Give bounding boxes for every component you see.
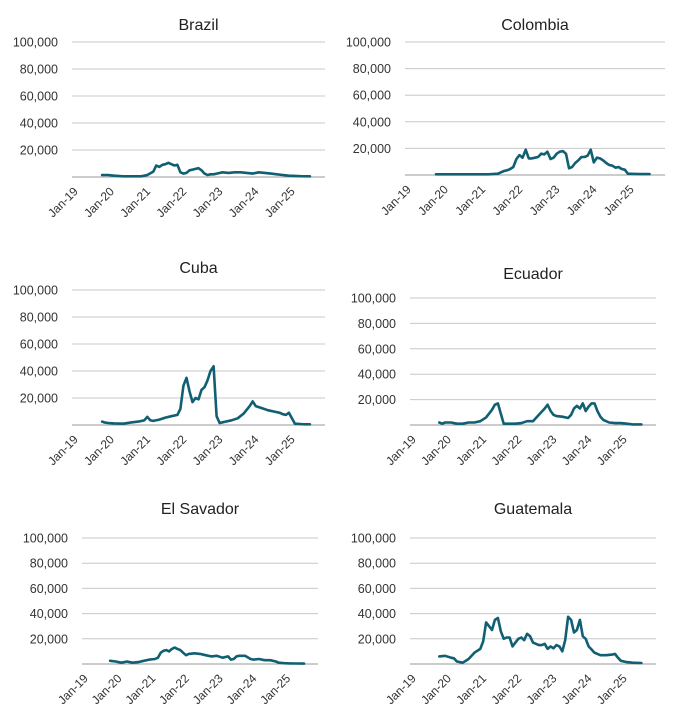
series-line-el-savador	[108, 646, 306, 665]
y-tick-label: 100,000	[13, 284, 58, 298]
x-tick-label: Jan-22	[488, 432, 524, 468]
chart-svg-brazil: Brazil 20,000 40,000 60,000 80,000 100,000 Jan…	[13, 17, 325, 220]
chart-panel-colombia: Colombia 20,000 40,000 60,000 80,000 100,000 J…	[338, 0, 676, 232]
x-tick-label: Jan-25	[262, 432, 298, 468]
chart-svg-el-savador: El Savador 20,000 40,000 60,000 80,000 100,00…	[23, 501, 318, 707]
x-tick-label: Jan-19	[45, 184, 81, 220]
y-tick-label: 60,000	[358, 582, 396, 596]
y-tick-label: 100,000	[13, 36, 58, 50]
chart-panel-el-savador: El Savador 20,000 40,000 60,000 80,000 100,00…	[0, 488, 338, 718]
x-tick-label: Jan-25	[257, 671, 293, 707]
y-tick-label: 100,000	[23, 532, 68, 546]
x-tick-label: Jan-25	[594, 432, 630, 468]
y-tick-label: 100,000	[346, 36, 391, 50]
series-line-brazil	[100, 161, 312, 178]
y-tick-label: 40,000	[353, 115, 391, 129]
x-tick-label: Jan-20	[81, 184, 117, 220]
x-tick-label: Jan-19	[383, 432, 419, 468]
x-tick-label: Jan-25	[262, 184, 298, 220]
y-tick-label: 100,000	[351, 292, 396, 306]
x-tick-label: Jan-21	[453, 432, 489, 468]
x-tick-label: Jan-19	[378, 182, 414, 218]
chart-svg-cuba: Cuba 20,000 40,000 60,000 80,000 100,000 Jan-1…	[13, 260, 325, 468]
chart-title: El Savador	[161, 501, 240, 518]
x-tick-label: Jan-19	[383, 671, 419, 707]
y-tick-label: 60,000	[353, 89, 391, 103]
x-tick-label: Jan-23	[190, 671, 226, 707]
x-tick-label: Jan-24	[226, 184, 262, 220]
x-tick-label: Jan-21	[117, 184, 153, 220]
x-tick-label: Jan-23	[524, 671, 560, 707]
chart-title: Ecuador	[503, 266, 563, 283]
y-tick-label: 20,000	[20, 144, 58, 158]
x-tick-label: Jan-19	[55, 671, 91, 707]
x-tick-label: Jan-23	[527, 182, 563, 218]
y-tick-label: 100,000	[351, 532, 396, 546]
x-tick-label: Jan-23	[524, 432, 560, 468]
y-tick-label: 40,000	[358, 368, 396, 382]
chart-svg-ecuador: Ecuador 20,000 40,000 60,000 80,000 100,000 Ja…	[351, 266, 656, 468]
x-tick-label: Jan-22	[156, 671, 192, 707]
x-tick-label: Jan-25	[601, 182, 637, 218]
x-tick-label: Jan-23	[190, 184, 226, 220]
y-tick-label: 60,000	[20, 338, 58, 352]
chart-title: Guatemala	[494, 501, 572, 518]
x-tick-label: Jan-23	[190, 432, 226, 468]
y-tick-label: 80,000	[20, 63, 58, 77]
chart-svg-guatemala: Guatemala 20,000 40,000 60,000 80,000 100,000…	[351, 501, 656, 707]
x-tick-label: Jan-20	[415, 182, 451, 218]
x-tick-label: Jan-24	[226, 432, 262, 468]
x-tick-label: Jan-22	[489, 182, 525, 218]
chart-title: Brazil	[178, 17, 218, 34]
x-tick-label: Jan-20	[81, 432, 117, 468]
y-tick-label: 40,000	[30, 607, 68, 621]
x-tick-label: Jan-20	[418, 671, 454, 707]
chart-panel-brazil: Brazil 20,000 40,000 60,000 80,000 100,000 Jan…	[0, 0, 338, 232]
x-tick-label: Jan-21	[453, 671, 489, 707]
x-tick-label: Jan-25	[594, 671, 630, 707]
y-tick-label: 20,000	[358, 632, 396, 646]
y-tick-label: 80,000	[20, 311, 58, 325]
y-tick-label: 20,000	[20, 392, 58, 406]
x-tick-label: Jan-24	[564, 182, 600, 218]
x-tick-label: Jan-19	[45, 432, 81, 468]
series-line-cuba	[100, 365, 312, 426]
series-line-colombia	[434, 148, 651, 176]
y-tick-label: 60,000	[358, 342, 396, 356]
chart-panel-ecuador: Ecuador 20,000 40,000 60,000 80,000 100,000 Ja…	[338, 248, 676, 480]
y-tick-label: 60,000	[20, 90, 58, 104]
x-tick-label: Jan-21	[452, 182, 488, 218]
y-tick-label: 20,000	[353, 142, 391, 156]
x-tick-label: Jan-20	[89, 671, 125, 707]
y-tick-label: 40,000	[20, 365, 58, 379]
chart-panel-cuba: Cuba 20,000 40,000 60,000 80,000 100,000 Jan-1…	[0, 248, 338, 480]
y-tick-label: 80,000	[358, 317, 396, 331]
x-tick-label: Jan-22	[153, 184, 189, 220]
series-line-guatemala	[438, 615, 643, 665]
y-tick-label: 80,000	[353, 62, 391, 76]
y-tick-label: 80,000	[358, 557, 396, 571]
chart-title: Colombia	[501, 17, 569, 34]
chart-svg-colombia: Colombia 20,000 40,000 60,000 80,000 100,000 J…	[346, 17, 665, 218]
series-line-ecuador	[438, 402, 643, 426]
x-tick-label: Jan-24	[224, 671, 260, 707]
x-tick-label: Jan-24	[559, 432, 595, 468]
y-tick-label: 40,000	[20, 117, 58, 131]
y-tick-label: 20,000	[30, 632, 68, 646]
x-tick-label: Jan-21	[122, 671, 158, 707]
x-tick-label: Jan-21	[117, 432, 153, 468]
y-tick-label: 40,000	[358, 607, 396, 621]
y-tick-label: 60,000	[30, 582, 68, 596]
x-tick-label: Jan-22	[153, 432, 189, 468]
y-tick-label: 80,000	[30, 557, 68, 571]
x-tick-label: Jan-24	[559, 671, 595, 707]
chart-panel-guatemala: Guatemala 20,000 40,000 60,000 80,000 100,000…	[338, 488, 676, 718]
x-tick-label: Jan-20	[418, 432, 454, 468]
x-tick-label: Jan-22	[488, 671, 524, 707]
y-tick-label: 20,000	[358, 393, 396, 407]
chart-title: Cuba	[179, 260, 217, 277]
